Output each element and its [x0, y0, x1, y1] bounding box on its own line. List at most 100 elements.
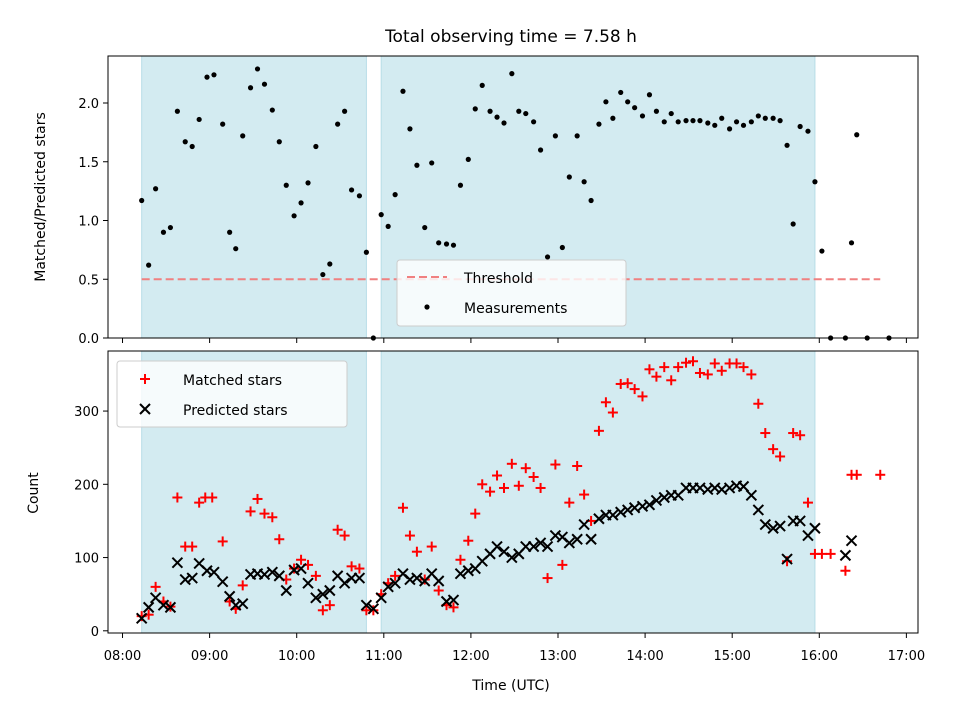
x-tick-label: 13:00: [539, 649, 576, 664]
matched-star-point: [332, 524, 343, 535]
matched-star-point: [753, 398, 764, 409]
measurement-point: [261, 81, 268, 87]
measurement-point: [719, 115, 725, 121]
matched-star-point: [433, 585, 444, 596]
measurement-point: [797, 123, 803, 130]
measurement-point: [283, 182, 289, 188]
marker-stroke: [621, 504, 634, 516]
matched-star-point: [492, 470, 503, 481]
marker-stroke: [317, 588, 329, 600]
marker-stroke: [585, 533, 597, 545]
measurement-point: [603, 99, 609, 105]
marker-stroke: [389, 577, 401, 589]
matched-star-point: [419, 574, 430, 585]
measurement-point: [537, 147, 544, 153]
marker-stroke: [781, 553, 793, 565]
predicted-star-point: [527, 540, 540, 553]
matched-star-point: [324, 600, 335, 611]
matched-star-point: [513, 480, 524, 491]
marker-stroke: [331, 570, 344, 582]
marker-stroke: [179, 573, 191, 586]
marker-stroke: [563, 537, 576, 549]
measurement-point: [422, 224, 428, 231]
x-axis-label: Time (UTC): [471, 678, 549, 694]
matched-star-point: [404, 530, 415, 541]
measurement-point: [160, 229, 167, 235]
measurement-point: [291, 213, 297, 219]
matched-star-point: [354, 563, 365, 574]
marker-stroke: [273, 570, 285, 582]
predicted-star-point: [157, 599, 170, 611]
measurement-point: [848, 240, 855, 246]
measurement-point: [712, 122, 718, 128]
marker-stroke: [237, 597, 249, 610]
x-tick-label: 11:00: [365, 649, 402, 664]
marker-stroke: [367, 603, 380, 615]
predicted-star-point: [723, 482, 736, 494]
marker-stroke: [462, 565, 474, 577]
marker-stroke: [506, 551, 518, 564]
measurement-point: [523, 110, 529, 117]
measurement-point: [559, 244, 565, 251]
matched-star-point: [637, 391, 648, 402]
measurement-point: [790, 221, 796, 227]
matched-star-point: [411, 546, 422, 557]
matched-star-point: [426, 541, 437, 552]
marker-stroke: [353, 572, 366, 584]
measurement-point: [661, 119, 667, 125]
predicted-star-point: [258, 568, 271, 581]
measurement-point: [479, 82, 485, 88]
measurement-point: [247, 85, 254, 91]
marker-stroke: [767, 522, 779, 534]
matched-star-point: [310, 570, 321, 581]
marker-stroke: [360, 599, 373, 611]
marker-stroke: [324, 584, 336, 597]
marker-stroke: [498, 545, 510, 558]
matched-star-point: [317, 605, 328, 616]
predicted-star-point: [338, 577, 351, 589]
chart-title: Total observing time = 7.58 h: [384, 27, 637, 47]
marker-stroke: [139, 403, 151, 415]
marker-stroke: [142, 601, 155, 614]
measurement-point: [487, 108, 493, 114]
x-tick-label: 15:00: [713, 649, 750, 664]
matched-star-point: [477, 479, 488, 490]
marker-stroke: [607, 509, 619, 521]
predicted-star-point: [621, 504, 634, 516]
predicted-star-point: [367, 603, 380, 615]
measurement-point: [457, 182, 464, 188]
measurement-point: [854, 132, 860, 138]
marker-stroke: [752, 504, 765, 516]
marker-stroke: [839, 549, 852, 562]
x-tick-label: 09:00: [191, 649, 228, 664]
marker-stroke: [338, 577, 351, 589]
predicted-star-point: [767, 522, 779, 534]
predicted-star-point: [774, 520, 786, 532]
measurement-point: [450, 242, 457, 248]
measurement-point: [501, 120, 507, 126]
measurement-point: [552, 133, 558, 139]
matched-star-point: [528, 471, 539, 482]
matched-star-point: [802, 497, 813, 508]
measurement-point: [211, 72, 217, 78]
marker-stroke: [404, 573, 416, 586]
matched-star-point: [259, 508, 270, 519]
marker-stroke: [447, 594, 460, 606]
matched-star-point: [768, 444, 779, 455]
marker-stroke: [288, 564, 300, 576]
marker-stroke: [171, 556, 184, 569]
matched-star-point: [455, 554, 466, 565]
marker-stroke: [556, 531, 569, 543]
measurement-point: [378, 212, 384, 218]
measurement-point: [748, 119, 754, 125]
measurement-point: [472, 106, 478, 112]
marker-stroke: [280, 584, 292, 597]
matched-star-point: [651, 371, 662, 382]
matched-star-point: [217, 536, 228, 547]
predicted-star-point: [237, 597, 249, 610]
measurement-point: [167, 224, 174, 231]
matched-star-point: [607, 407, 618, 418]
marker-stroke: [266, 566, 279, 578]
predicted-star-point: [324, 584, 336, 597]
